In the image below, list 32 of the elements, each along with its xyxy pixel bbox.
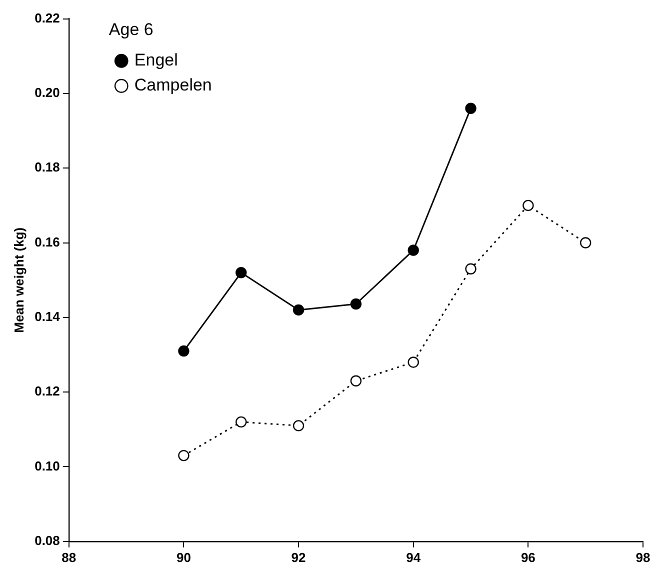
x-tick-label: 96 — [520, 550, 536, 565]
point — [522, 200, 534, 212]
point — [580, 237, 592, 248]
y-tick-label: 0.14 — [34, 309, 61, 324]
x-tick-label: 98 — [636, 550, 650, 565]
y-tick-label: 0.12 — [34, 384, 60, 399]
y-axis-title: Mean weight (kg) — [11, 227, 26, 333]
point — [178, 450, 190, 462]
point — [350, 375, 362, 386]
point — [292, 304, 304, 316]
point — [465, 263, 476, 274]
legend-title: Age 6 — [108, 20, 154, 40]
y-tick-label: 0.16 — [34, 234, 60, 250]
y-tick-label: 0.18 — [34, 160, 60, 175]
y-tick-label: 0.10 — [34, 458, 60, 474]
x-tick-label: 88 — [62, 550, 76, 565]
point — [408, 356, 419, 368]
point — [236, 267, 247, 278]
legend-label: Engel — [134, 50, 178, 70]
point — [236, 416, 247, 428]
y-tick-label: 0.22 — [34, 10, 60, 26]
y-tick-label: 0.20 — [34, 85, 60, 100]
x-tick-label: 90 — [176, 550, 191, 565]
point — [178, 345, 190, 357]
legend-label: Campelen — [134, 76, 212, 95]
point — [465, 102, 476, 114]
x-tick-label: 94 — [406, 550, 422, 565]
point — [408, 244, 419, 256]
x-tick-label: 92 — [291, 550, 306, 565]
point — [350, 298, 362, 310]
y-tick-label: 0.08 — [34, 532, 60, 548]
point — [292, 420, 304, 432]
